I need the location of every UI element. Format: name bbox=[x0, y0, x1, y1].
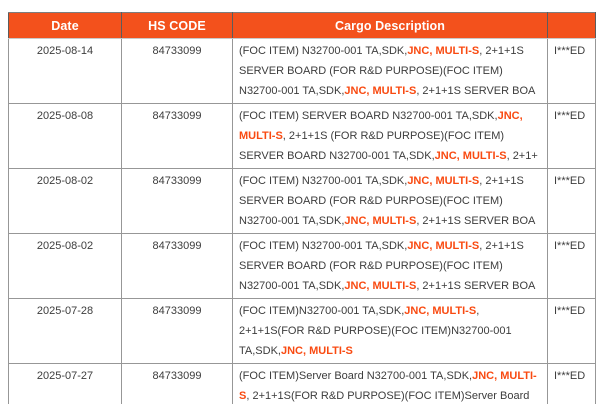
cargo-text: (FOC ITEM) SERVER BOARD N32700-001 TA,SD… bbox=[239, 110, 498, 122]
cargo-description-cell: (FOC ITEM) N32700-001 TA,SDK,JNC, MULTI-… bbox=[232, 233, 548, 299]
cargo-text: , 2+1+1S(FOR R&D PURPOSE)(FOC ITEM)Serve… bbox=[246, 390, 530, 402]
highlighted-term: MULTI-S bbox=[309, 345, 353, 357]
masked-value-cell: I***ED bbox=[547, 103, 596, 169]
masked-value-cell: I***ED bbox=[547, 233, 596, 299]
date-cell: 2025-07-27 bbox=[8, 363, 122, 404]
highlighted-term: MULTI-S bbox=[435, 240, 480, 252]
date-cell: 2025-08-08 bbox=[8, 103, 122, 169]
table-row: 2025-08-08 84733099 (FOC ITEM) SERVER BO… bbox=[8, 103, 596, 169]
cargo-text: , 2+1+1S SERVER BOA bbox=[416, 215, 536, 227]
cargo-description-cell: (FOC ITEM)Server Board N32700-001 TA,SDK… bbox=[232, 363, 548, 404]
date-cell: 2025-08-02 bbox=[8, 168, 122, 234]
cargo-text: , 2+1+1S SERVER BOA bbox=[416, 85, 536, 97]
cargo-description-cell: (FOC ITEM) N32700-001 TA,SDK,JNC, MULTI-… bbox=[232, 168, 548, 234]
col-header-cargo-description: Cargo Description bbox=[232, 12, 548, 39]
shipment-table: Date HS CODE Cargo Description 2025-08-1… bbox=[8, 12, 596, 404]
cargo-text: , 2+1+1S SERVER BOA bbox=[416, 280, 536, 292]
table-row: 2025-07-27 84733099 (FOC ITEM)Server Boa… bbox=[8, 363, 596, 404]
highlighted-term: JNC, bbox=[407, 175, 433, 187]
highlighted-term: JNC, bbox=[344, 85, 370, 97]
highlighted-term: MULTI-S bbox=[372, 215, 417, 227]
hs-code-cell: 84733099 bbox=[121, 103, 233, 169]
col-header-masked bbox=[547, 12, 596, 39]
table-row: 2025-08-02 84733099 (FOC ITEM) N32700-00… bbox=[8, 233, 596, 299]
table-row: 2025-08-14 84733099 (FOC ITEM) N32700-00… bbox=[8, 38, 596, 104]
highlighted-term: MULTI-S bbox=[372, 85, 417, 97]
cargo-text: , 2+1+1S SERVER BOARD (FOR R&D PURPOSE)(… bbox=[239, 45, 524, 97]
table-row: 2025-07-28 84733099 (FOC ITEM)N32700-001… bbox=[8, 298, 596, 364]
cargo-text: , 2+1+ bbox=[506, 150, 538, 162]
cargo-description-cell: (FOC ITEM) N32700-001 TA,SDK,JNC, MULTI-… bbox=[232, 38, 548, 104]
cargo-text: (FOC ITEM) N32700-001 TA,SDK, bbox=[239, 45, 408, 57]
col-header-hs-code: HS CODE bbox=[121, 12, 233, 39]
table-row: 2025-08-02 84733099 (FOC ITEM) N32700-00… bbox=[8, 168, 596, 234]
highlighted-term: JNC, bbox=[434, 150, 460, 162]
highlighted-term: MULTI-S bbox=[239, 370, 537, 402]
highlighted-term: JNC, bbox=[497, 110, 523, 122]
highlighted-term: MULTI-S bbox=[435, 175, 480, 187]
table-body: 2025-08-14 84733099 (FOC ITEM) N32700-00… bbox=[8, 38, 596, 404]
cargo-description-cell: (FOC ITEM) SERVER BOARD N32700-001 TA,SD… bbox=[232, 103, 548, 169]
highlighted-term: JNC, bbox=[472, 370, 498, 382]
cargo-description-cell: (FOC ITEM)N32700-001 TA,SDK,JNC, MULTI-S… bbox=[232, 298, 548, 364]
highlighted-term: JNC, bbox=[344, 215, 370, 227]
highlighted-term: JNC, bbox=[344, 280, 370, 292]
highlighted-term: JNC, bbox=[407, 45, 433, 57]
hs-code-cell: 84733099 bbox=[121, 298, 233, 364]
cargo-text: , 2+1+1S(FOR R&D PURPOSE)(FOC ITEM)N3270… bbox=[239, 305, 512, 357]
date-cell: 2025-08-14 bbox=[8, 38, 122, 104]
col-header-date: Date bbox=[8, 12, 122, 39]
cargo-text: (FOC ITEM) N32700-001 TA,SDK, bbox=[239, 175, 408, 187]
cargo-text: , 2+1+1S (FOR R&D PURPOSE)(FOC ITEM) SER… bbox=[239, 130, 505, 162]
masked-value-cell: I***ED bbox=[547, 298, 596, 364]
cargo-text: , 2+1+1S SERVER BOARD (FOR R&D PURPOSE)(… bbox=[239, 175, 524, 227]
masked-value-cell: I***ED bbox=[547, 168, 596, 234]
highlighted-term: JNC, bbox=[404, 305, 430, 317]
highlighted-term: JNC, bbox=[280, 345, 307, 357]
highlighted-term: JNC, bbox=[407, 240, 433, 252]
hs-code-cell: 84733099 bbox=[121, 363, 233, 404]
table-header: Date HS CODE Cargo Description bbox=[8, 12, 596, 39]
highlighted-term: MULTI-S bbox=[239, 130, 283, 142]
highlighted-term: MULTI-S bbox=[372, 280, 417, 292]
cargo-text: (FOC ITEM)Server Board N32700-001 TA,SDK… bbox=[239, 370, 473, 382]
hs-code-cell: 84733099 bbox=[121, 38, 233, 104]
hs-code-cell: 84733099 bbox=[121, 233, 233, 299]
highlighted-term: MULTI-S bbox=[462, 150, 507, 162]
masked-value-cell: I***ED bbox=[547, 363, 596, 404]
cargo-text: (FOC ITEM)N32700-001 TA,SDK, bbox=[239, 305, 405, 317]
hs-code-cell: 84733099 bbox=[121, 168, 233, 234]
highlighted-term: MULTI-S bbox=[432, 305, 477, 317]
header-row: Date HS CODE Cargo Description bbox=[8, 12, 596, 39]
date-cell: 2025-07-28 bbox=[8, 298, 122, 364]
highlighted-term: MULTI-S bbox=[435, 45, 480, 57]
masked-value-cell: I***ED bbox=[547, 38, 596, 104]
cargo-text: , 2+1+1S SERVER BOARD (FOR R&D PURPOSE)(… bbox=[239, 240, 524, 292]
cargo-text: (FOC ITEM) N32700-001 TA,SDK, bbox=[239, 240, 408, 252]
date-cell: 2025-08-02 bbox=[8, 233, 122, 299]
